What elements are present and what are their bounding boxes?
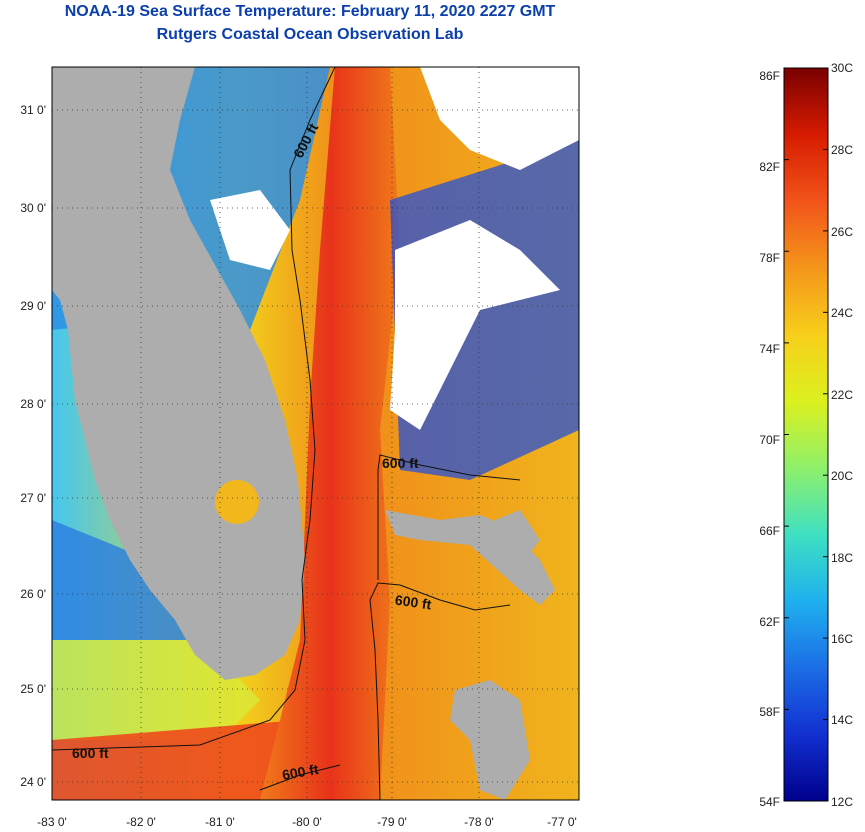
colorbar-f-label: 66F — [759, 524, 780, 538]
colorbar-f-label: 54F — [759, 795, 780, 809]
colorbar-f-label: 82F — [759, 160, 780, 174]
florida-land — [52, 67, 305, 680]
colorbar-c-label: 20C — [831, 469, 853, 483]
lat-label: 26 0' — [20, 587, 46, 601]
colorbar-f-label: 86F — [759, 69, 780, 83]
map-subtitle: Rutgers Coastal Ocean Observation Lab — [156, 26, 464, 43]
isobath-600ft-north — [377, 454, 521, 580]
lon-label: -83 0' — [37, 815, 67, 829]
cloud-northeast — [420, 67, 579, 170]
lon-label: -78 0' — [464, 815, 494, 829]
colorbar — [783, 67, 829, 802]
colorbar-c-label: 14C — [831, 713, 853, 727]
colorbar-c-label: 18C — [831, 551, 853, 565]
lon-label: -81 0' — [205, 815, 235, 829]
colorbar-c-label: 16C — [831, 632, 853, 646]
lon-label: -77 0' — [547, 815, 577, 829]
isobath-600ft-west — [52, 67, 336, 751]
colorbar-c-label: 28C — [831, 143, 853, 157]
lon-label: -82 0' — [126, 815, 156, 829]
lat-label: 24 0' — [20, 775, 46, 789]
lon-label: -79 0' — [377, 815, 407, 829]
lat-label: 25 0' — [20, 682, 46, 696]
colorbar-f-label: 74F — [759, 342, 780, 356]
isobath-600ft-south — [259, 764, 341, 791]
contour-label: 600 ft — [281, 761, 320, 783]
contour-label: 600 ft — [72, 745, 109, 761]
map-graticule — [52, 67, 579, 800]
colorbar-c-label: 26C — [831, 225, 853, 239]
colorbar-f-label: 58F — [759, 705, 780, 719]
lat-label: 28 0' — [20, 397, 46, 411]
lat-label: 31 0' — [20, 103, 46, 117]
colorbar-c-label: 24C — [831, 306, 853, 320]
colorbar-c-label: 22C — [831, 388, 853, 402]
colorbar-f-label: 78F — [759, 251, 780, 265]
bahamas-andros — [450, 680, 530, 800]
colorbar-f-label: 70F — [759, 433, 780, 447]
lat-label: 30 0' — [20, 201, 46, 215]
lat-label: 29 0' — [20, 299, 46, 313]
cold-water-gulf — [52, 520, 200, 640]
colorbar-c-label: 12C — [831, 795, 853, 809]
bahamas-abaco — [495, 510, 540, 560]
contour-label: 600 ft — [382, 455, 419, 471]
colorbar-f-label: 62F — [759, 615, 780, 629]
isobath-600ft-east — [369, 582, 511, 800]
contour-label: 600 ft — [394, 592, 433, 613]
colorbar-ticks — [784, 67, 828, 802]
map-frame — [51, 66, 580, 801]
gulf-stream — [260, 67, 400, 800]
colorbar-c-label: 30C — [831, 61, 853, 75]
warm-water-south — [52, 720, 320, 800]
map-title: NOAA-19 Sea Surface Temperature: Februar… — [64, 3, 556, 20]
lake-okeechobee — [215, 480, 259, 524]
cloud-east — [390, 220, 560, 430]
lon-label: -80 0' — [292, 815, 322, 829]
lat-label: 27 0' — [20, 491, 46, 505]
cloud-coast — [210, 190, 290, 270]
